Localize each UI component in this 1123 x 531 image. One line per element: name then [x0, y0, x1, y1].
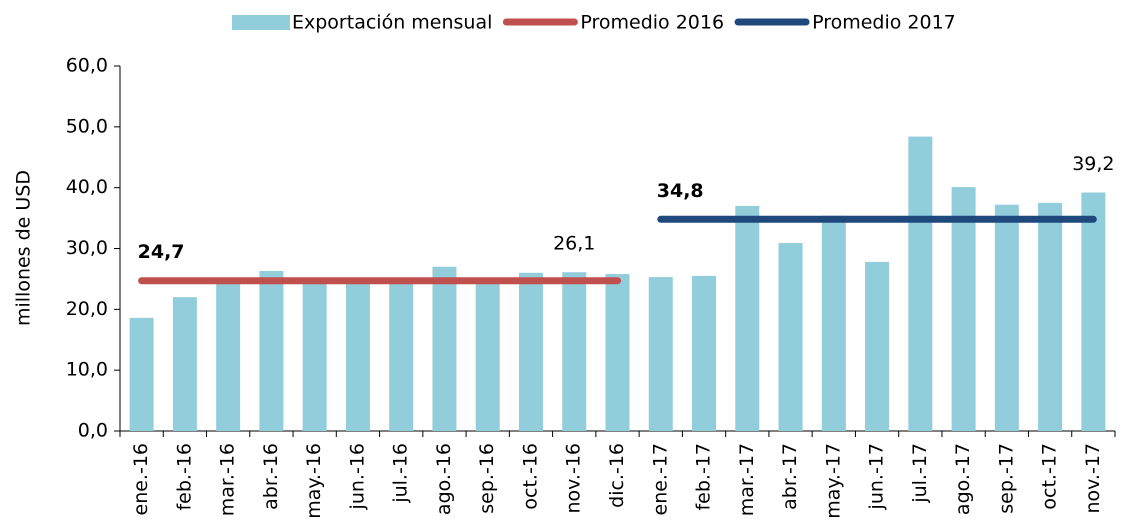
x-tick-label: abr.-17	[779, 443, 801, 510]
y-tick-label: 60,0	[66, 55, 108, 77]
x-tick-label: jun.-16	[346, 443, 368, 510]
y-tick-label: 40,0	[66, 176, 108, 198]
x-tick-label: jun.-17	[866, 443, 888, 510]
x-tick-label: mar.-17	[736, 443, 758, 516]
bar	[172, 297, 197, 431]
bar	[994, 204, 1019, 431]
x-tick-label: sep.-17	[995, 443, 1017, 514]
x-tick-label: may.-16	[303, 443, 325, 519]
legend-label: Promedio 2016	[580, 12, 724, 34]
y-tick-label: 10,0	[66, 359, 108, 381]
x-tick-label: jul.-16	[390, 443, 412, 504]
x-tick-label: jul.-17	[909, 443, 931, 504]
bar	[345, 281, 370, 431]
bar	[518, 272, 543, 431]
x-tick-label: ene.-16	[130, 443, 152, 516]
x-tick-label: sep.-16	[476, 443, 498, 514]
y-tick-label: 50,0	[66, 115, 108, 137]
x-tick-label: may.-17	[822, 443, 844, 519]
bar	[216, 283, 241, 431]
x-tick-label: abr.-16	[260, 443, 282, 510]
legend-label: Promedio 2017	[812, 12, 956, 34]
bar	[605, 274, 630, 431]
bar	[821, 215, 846, 431]
bar	[1038, 202, 1063, 431]
bar	[692, 275, 717, 431]
bar	[865, 261, 890, 431]
bar	[389, 281, 414, 431]
legend-label: Exportación mensual	[292, 12, 492, 34]
x-tick-label: feb.-16	[173, 443, 195, 511]
data-label: 24,7	[138, 241, 185, 263]
x-tick-label: ago.-16	[433, 443, 455, 515]
x-tick-label: oct.-17	[1039, 443, 1061, 510]
bar	[908, 136, 933, 432]
data-label: 26,1	[553, 233, 595, 255]
x-tick-label: oct.-16	[519, 443, 541, 510]
bar	[562, 272, 587, 431]
x-tick-label: nov.-17	[1082, 443, 1104, 514]
bar	[778, 243, 803, 431]
x-tick-label: dic.-16	[606, 443, 628, 508]
bar	[432, 266, 457, 431]
bar	[259, 271, 284, 431]
bar	[302, 283, 327, 431]
x-tick-label: mar.-16	[217, 443, 239, 516]
data-label: 34,8	[657, 180, 704, 202]
x-tick-label: nov.-16	[563, 443, 585, 514]
y-tick-label: 30,0	[66, 237, 108, 259]
y-tick-label: 0,0	[78, 420, 108, 442]
bar	[1081, 192, 1106, 431]
x-tick-label: ago.-17	[952, 443, 974, 515]
legend-swatch	[232, 15, 290, 30]
y-tick-label: 20,0	[66, 298, 108, 320]
data-label: 39,2	[1072, 153, 1114, 175]
bar	[129, 317, 154, 431]
y-axis-label: millones de USD	[13, 170, 35, 326]
x-tick-label: ene.-17	[649, 443, 671, 516]
bar	[648, 277, 673, 431]
bar	[951, 187, 976, 431]
x-tick-label: feb.-17	[693, 443, 715, 511]
bar	[735, 205, 760, 431]
bar	[475, 281, 500, 431]
